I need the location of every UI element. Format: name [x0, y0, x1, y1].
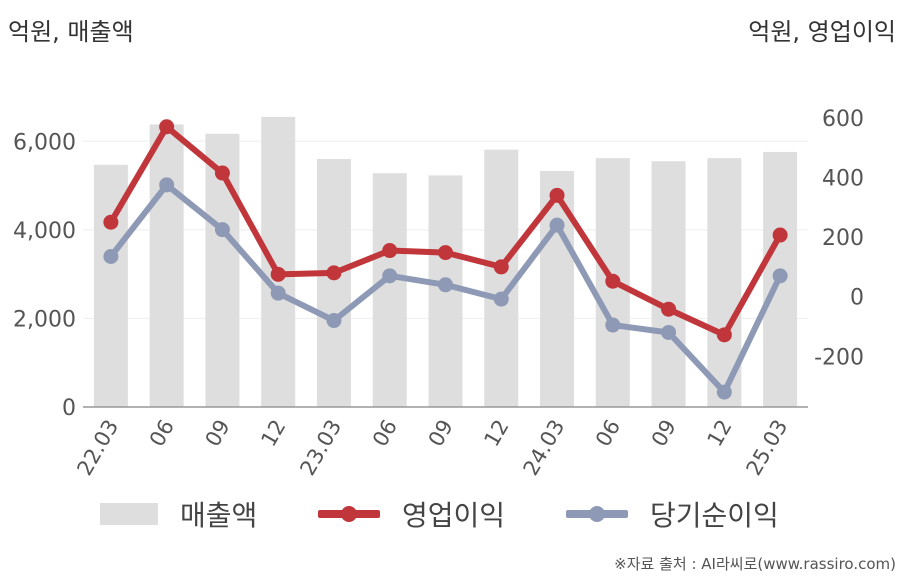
source-caption: ※자료 출처 : AI라씨로(www.rassiro.com)	[614, 555, 896, 573]
bar-revenue	[372, 173, 407, 407]
x-tick-label: 25.03	[742, 416, 793, 480]
left-tick-label: 6,000	[13, 130, 76, 155]
bar-revenue	[261, 116, 296, 407]
x-tick-label: 12	[703, 416, 737, 451]
point-operating-profit	[493, 259, 509, 275]
point-net-income	[103, 248, 119, 264]
x-tick-label: 12	[479, 416, 513, 451]
x-tick-label: 09	[201, 416, 235, 451]
legend-swatch-revenue	[100, 503, 158, 525]
point-net-income	[270, 285, 286, 301]
legend-label-operating-profit: 영업이익	[402, 499, 506, 532]
point-net-income	[438, 277, 453, 293]
point-net-income	[716, 384, 732, 400]
point-net-income	[214, 222, 230, 238]
point-operating-profit	[605, 273, 621, 289]
right-tick-label: 0	[850, 286, 864, 311]
right-tick-label: 200	[822, 226, 864, 251]
point-operating-profit	[270, 266, 286, 282]
x-tick-label: 09	[424, 416, 458, 451]
bar-revenue	[316, 159, 351, 407]
point-operating-profit	[382, 243, 398, 259]
point-operating-profit	[438, 245, 453, 261]
x-tick-label: 12	[256, 416, 290, 451]
point-net-income	[159, 177, 175, 193]
point-operating-profit	[326, 265, 342, 281]
right-tick-label: 400	[822, 166, 864, 191]
x-tick-label: 09	[647, 416, 681, 451]
point-operating-profit	[103, 214, 119, 230]
x-tick-label: 06	[591, 416, 625, 451]
right-tick-label: -200	[814, 345, 864, 370]
combo-chart: 0 2,000 4,000 6,000 -200 0 200 400 600 22.03 06 09 1…	[13, 107, 864, 480]
point-net-income	[549, 217, 565, 233]
point-net-income	[661, 324, 677, 340]
legend-label-revenue: 매출액	[180, 499, 258, 532]
legend-dot-net-income	[589, 506, 605, 522]
point-operating-profit	[549, 187, 565, 203]
point-net-income	[493, 291, 509, 307]
x-tick-label: 23.03	[295, 416, 346, 480]
point-operating-profit	[214, 165, 230, 181]
bar-revenue	[149, 124, 184, 407]
legend-swatch-operating-profit	[318, 506, 380, 522]
left-tick-label: 4,000	[13, 219, 76, 244]
point-operating-profit	[716, 327, 732, 343]
x-tick-label: 24.03	[519, 416, 570, 480]
left-tick-label: 2,000	[13, 307, 76, 332]
legend-swatch-net-income	[566, 506, 628, 522]
legend-item-operating-profit: 영업이익	[318, 494, 505, 534]
left-tick-label: 0	[62, 396, 76, 421]
right-axis-unit: 억원, 영업이익	[748, 18, 896, 46]
point-operating-profit	[661, 301, 677, 317]
legend-label-net-income: 당기순이익	[650, 499, 779, 532]
point-operating-profit	[772, 227, 788, 243]
chart-legend: 매출액 영업이익 당기순이익	[0, 494, 908, 534]
right-tick-label: 600	[822, 107, 864, 132]
bar-revenue	[651, 161, 686, 407]
point-net-income	[772, 268, 788, 284]
point-operating-profit	[159, 119, 175, 135]
left-axis-unit: 억원, 매출액	[8, 18, 134, 46]
x-tick-label: 06	[368, 416, 402, 451]
legend-dot-operating-profit	[341, 506, 357, 522]
x-tick-label: 22.03	[72, 416, 123, 480]
x-tick-label: 06	[145, 416, 179, 451]
point-net-income	[382, 268, 398, 284]
bar-revenue	[484, 149, 519, 407]
legend-item-revenue: 매출액	[100, 494, 257, 534]
legend-item-net-income: 당기순이익	[566, 494, 779, 534]
point-net-income	[326, 313, 342, 329]
point-net-income	[605, 317, 621, 333]
